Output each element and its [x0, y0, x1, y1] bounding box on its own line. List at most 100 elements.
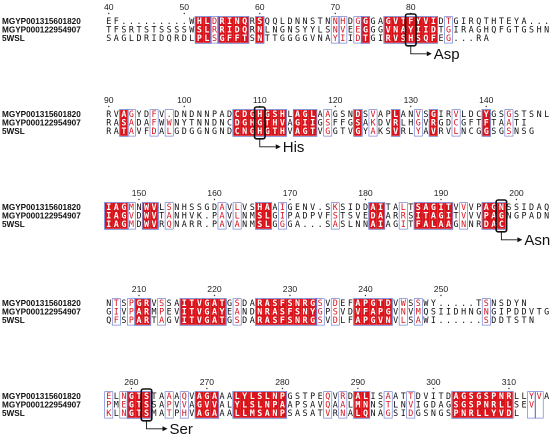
position-tick [440, 198, 442, 201]
conservation-box [179, 298, 227, 326]
sequence-name: 5WSL [2, 409, 25, 418]
position-label: 100 [177, 95, 192, 105]
sequence-name: MGYP001315601820 [2, 110, 81, 119]
conserved-column [188, 299, 196, 325]
conserved-column [203, 17, 211, 43]
conservation-box [141, 202, 159, 230]
conserved-column [210, 392, 219, 418]
sequence-name: MGYP000122954907 [2, 212, 81, 221]
position-label: 90 [104, 95, 114, 105]
position-label: 290 [351, 377, 366, 387]
conservation-box [255, 16, 265, 44]
conservation-box [255, 298, 318, 326]
sequence-name: 5WSL [2, 316, 25, 325]
conserved-column [505, 392, 513, 418]
callout-arrow [259, 138, 276, 148]
conserved-column [354, 299, 362, 325]
position-label: 130 [404, 95, 419, 105]
sequence-name: MGYP001315601820 [2, 203, 81, 212]
conservation-box [119, 109, 129, 137]
position-tick [364, 198, 367, 201]
position-tick [281, 387, 284, 390]
conserved-column [369, 299, 377, 325]
alignment-block-1: 40 50 60 70 80 MGYP001315601820 E F......... W H L… [2, 2, 549, 63]
conserved-column [414, 17, 423, 43]
position-label: 160 [207, 188, 222, 198]
position-tick [108, 12, 110, 15]
conservation-box [353, 109, 363, 137]
conserved-column [150, 203, 158, 229]
position-label: 140 [479, 95, 494, 105]
conservation-box [368, 202, 386, 230]
callout-arrowhead [275, 144, 281, 150]
position-label: 250 [434, 284, 449, 294]
conserved-column [210, 299, 219, 325]
conserved-column [361, 17, 370, 43]
position-label: 280 [275, 377, 290, 387]
conserved-column [233, 392, 241, 418]
similarity-box [157, 298, 167, 326]
conserved-column [195, 392, 204, 418]
similarity-box [127, 298, 136, 326]
conservation-box [360, 16, 371, 44]
similarity-box [398, 202, 408, 230]
conserved-column [452, 392, 460, 418]
conserved-column [120, 203, 128, 229]
conserved-column [218, 17, 226, 43]
conservation-box [194, 16, 212, 44]
position-tick [508, 387, 510, 390]
sequence-name: MGYP001315601820 [2, 17, 81, 26]
conservation-box [353, 298, 393, 326]
position-label: 300 [426, 377, 441, 387]
position-label: 270 [200, 377, 215, 387]
callout-arrow [500, 231, 518, 241]
position-tick [334, 105, 336, 108]
position-label: 170 [283, 188, 298, 198]
conserved-column [142, 392, 151, 418]
conservation-box [391, 109, 401, 137]
similarity-box [413, 298, 423, 326]
conservation-box [451, 391, 514, 419]
conserved-column [240, 17, 249, 43]
conserved-column [422, 203, 430, 229]
position-label: 40 [104, 2, 114, 12]
alignment-block-5: 260 270 280 290 300 310 MGYP001315601820 E L N G T S… [2, 377, 550, 438]
conserved-column [278, 299, 287, 325]
conservation-box [413, 202, 454, 230]
conserved-column [354, 392, 362, 418]
active-site-label: Asn [524, 232, 550, 249]
conservation-box [104, 202, 129, 230]
conserved-column [248, 110, 256, 136]
conserved-column [399, 17, 407, 43]
conserved-column [467, 392, 475, 418]
similarity-box [406, 391, 416, 419]
conserved-column [407, 17, 415, 43]
position-tick [259, 12, 261, 15]
conserved-column [112, 203, 121, 229]
conserved-column [278, 392, 287, 418]
conserved-column [429, 203, 438, 229]
position-tick [410, 105, 412, 108]
similarity-box [451, 109, 461, 137]
similarity-box [278, 202, 287, 230]
conserved-column [354, 110, 362, 136]
position-label: 70 [330, 2, 340, 12]
position-label: 230 [283, 284, 298, 294]
conserved-column [391, 17, 400, 43]
conserved-column [263, 392, 272, 418]
conservation-box [194, 391, 220, 419]
position-tick [130, 387, 133, 390]
conserved-column [429, 17, 438, 43]
conserved-column [271, 299, 279, 325]
conserved-column [263, 299, 272, 325]
conserved-column [203, 392, 211, 418]
sequence-name: MGYP000122954907 [2, 308, 81, 317]
conserved-column [384, 17, 392, 43]
